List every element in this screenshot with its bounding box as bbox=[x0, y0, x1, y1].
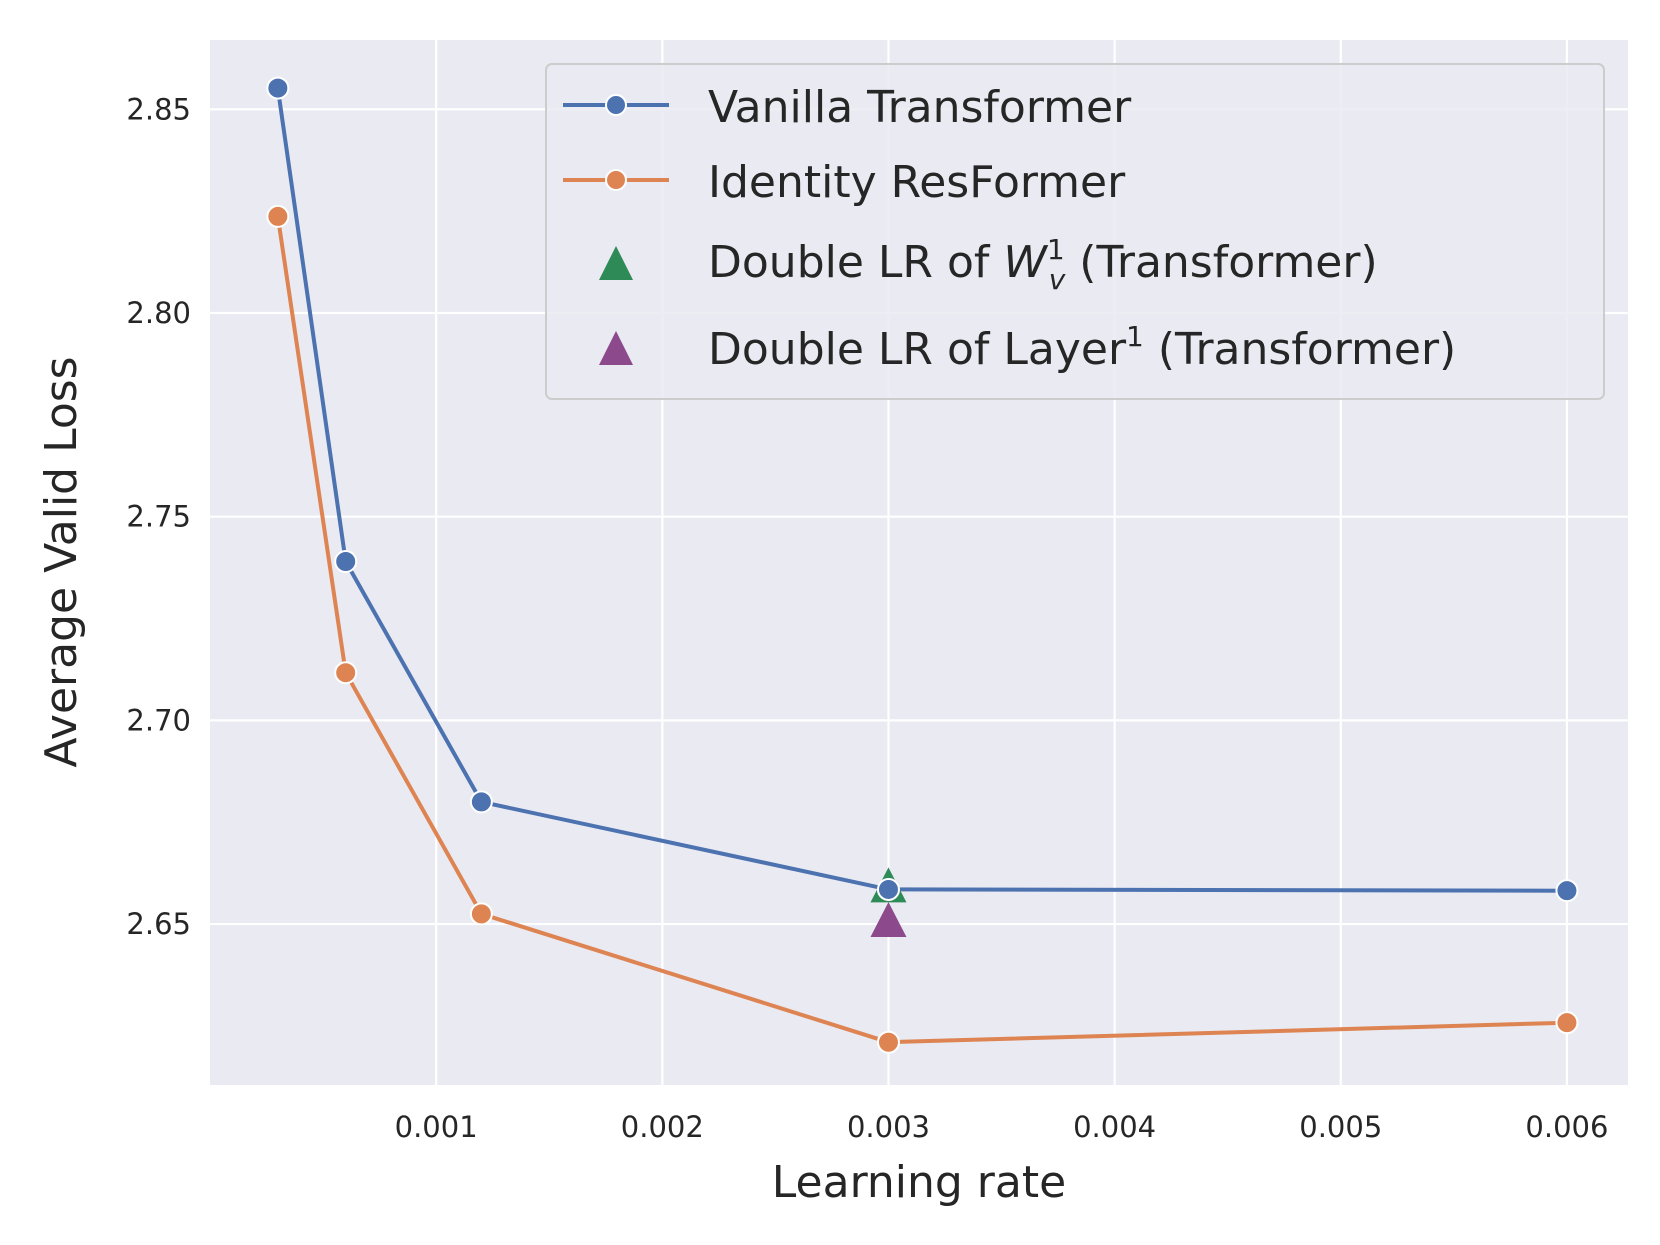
series-points bbox=[266, 76, 1579, 1054]
series-point-1 bbox=[334, 661, 358, 685]
legend-label-vanilla: Vanilla Transformer bbox=[708, 82, 1132, 133]
y-tick-label: 2.65 bbox=[126, 907, 191, 941]
series-point-1 bbox=[876, 1030, 900, 1054]
y-tick-label: 2.70 bbox=[126, 703, 191, 737]
series-point-0 bbox=[334, 549, 358, 573]
x-tick-label: 0.006 bbox=[1525, 1110, 1608, 1144]
legend-label-double-lr-wv: Double LR of W1 v (Transformer) bbox=[708, 233, 1378, 296]
series-point-0 bbox=[876, 877, 900, 901]
x-tick-label: 0.001 bbox=[395, 1110, 478, 1144]
x-tick-labels: 0.001 0.002 0.003 0.004 0.005 0.006 bbox=[395, 1110, 1609, 1144]
y-tick-label: 2.80 bbox=[126, 296, 191, 330]
y-tick-labels: 2.65 2.70 2.75 2.80 2.85 bbox=[126, 92, 191, 941]
series-point-0 bbox=[469, 790, 493, 814]
series-point-1 bbox=[266, 204, 290, 228]
legend-marker-double-lr-wv bbox=[599, 246, 633, 280]
series-point-0 bbox=[266, 76, 290, 100]
legend-marker-double-lr-layer bbox=[599, 331, 633, 365]
y-axis-label: Average Valid Loss bbox=[36, 356, 87, 767]
legend-box bbox=[545, 63, 1605, 400]
x-tick-label: 0.003 bbox=[847, 1110, 930, 1144]
x-tick-label: 0.004 bbox=[1073, 1110, 1156, 1144]
legend-marker-identity bbox=[605, 169, 627, 191]
x-tick-label: 0.005 bbox=[1299, 1110, 1382, 1144]
legend-label-double-lr-layer: Double LR of Layer1 (Transformer) bbox=[708, 320, 1456, 375]
series-point-1 bbox=[469, 902, 493, 926]
series-point-0 bbox=[1555, 879, 1579, 903]
double-lr-marker-1 bbox=[870, 902, 907, 938]
legend-marker-vanilla bbox=[605, 94, 627, 116]
y-tick-label: 2.75 bbox=[126, 500, 191, 534]
x-tick-label: 0.002 bbox=[621, 1110, 704, 1144]
legend: Vanilla Transformer Identity ResFormer D… bbox=[545, 63, 1605, 400]
x-axis-label: Learning rate bbox=[772, 1157, 1066, 1208]
series-point-1 bbox=[1555, 1011, 1579, 1035]
y-tick-label: 2.85 bbox=[126, 92, 191, 126]
legend-label-identity: Identity ResFormer bbox=[708, 157, 1126, 208]
